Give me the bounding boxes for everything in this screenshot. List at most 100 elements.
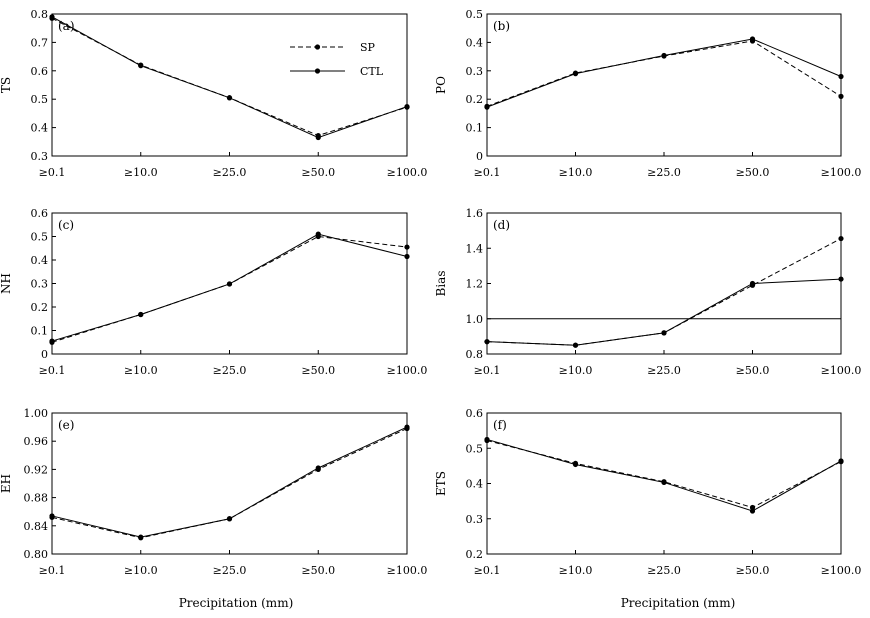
data-point-ctl xyxy=(315,465,321,471)
data-point-ctl xyxy=(484,436,490,443)
legend-label: SP xyxy=(360,41,376,54)
data-point-ctl xyxy=(572,342,579,348)
data-point-ctl xyxy=(838,73,844,80)
series-line-sp xyxy=(51,428,408,539)
x-tick-label: ≥50.0 xyxy=(301,364,335,377)
y-tick-label: 0.1 xyxy=(466,122,484,135)
data-point-ctl xyxy=(661,479,667,486)
y-tick-label: 0.7 xyxy=(31,36,49,49)
x-tick-label: ≥0.1 xyxy=(474,564,501,577)
y-tick-label: 0.3 xyxy=(31,150,49,163)
x-tick-label: ≥25.0 xyxy=(213,166,247,179)
data-point-ctl xyxy=(226,281,233,287)
y-tick-label: 0.84 xyxy=(24,520,49,533)
data-point-ctl xyxy=(838,458,844,464)
y-tick-label: 0.4 xyxy=(466,36,484,49)
legend: SP CTL xyxy=(290,41,384,78)
data-point-sp xyxy=(838,235,844,242)
y-tick-label: 0.5 xyxy=(31,231,49,244)
data-point-ctl xyxy=(315,134,321,141)
y-tick-label: 0.88 xyxy=(24,492,49,505)
x-tick-label: ≥0.1 xyxy=(39,564,66,577)
x-tick-label: ≥100.0 xyxy=(821,364,862,377)
data-point-ctl xyxy=(749,280,756,287)
panel-label: (f) xyxy=(493,418,507,432)
x-tick-label: ≥50.0 xyxy=(736,364,770,377)
y-tick-label: 0.5 xyxy=(466,442,484,455)
panel-label: (b) xyxy=(493,19,510,33)
y-tick-label: 0.5 xyxy=(31,93,49,106)
data-point-ctl xyxy=(138,63,144,69)
data-point-ctl xyxy=(49,14,55,20)
x-tick-label: ≥0.1 xyxy=(39,364,66,377)
x-tick-label: ≥25.0 xyxy=(213,564,247,577)
x-axis-label-right: Precipitation (mm) xyxy=(621,596,736,610)
data-point-ctl xyxy=(49,338,55,344)
y-tick-label: 0.6 xyxy=(31,65,49,78)
data-point-ctl xyxy=(404,103,410,110)
x-tick-label: ≥25.0 xyxy=(647,364,681,377)
y-tick-label: 0.2 xyxy=(31,301,49,314)
y-tick-label: 0.3 xyxy=(466,65,484,78)
y-axis-label: TS xyxy=(0,77,13,93)
plot-frame xyxy=(51,412,408,555)
y-tick-label: 0.4 xyxy=(31,254,49,267)
x-tick-label: ≥0.1 xyxy=(39,166,66,179)
x-tick-label: ≥50.0 xyxy=(736,166,770,179)
x-tick-label: ≥100.0 xyxy=(387,564,428,577)
data-point-ctl xyxy=(661,330,667,336)
data-point-ctl xyxy=(484,339,490,345)
y-axis-label: PO xyxy=(434,76,448,94)
panel-label: (e) xyxy=(58,418,74,432)
chart-panel-3: 0.8 1.0 1.2 1.4 1.6 ≥0.1 ≥10.0 ≥25.0 ≥50.0 ≥100.0… xyxy=(434,207,861,377)
y-axis-label: ETS xyxy=(434,471,448,496)
y-tick-label: 0.3 xyxy=(31,278,49,291)
plot-frame xyxy=(486,13,842,157)
series-line-ctl xyxy=(486,438,842,512)
x-tick-label: ≥0.1 xyxy=(474,364,501,377)
x-tick-label: ≥50.0 xyxy=(301,564,335,577)
panel-label: (d) xyxy=(493,218,510,232)
series-line-sp xyxy=(486,238,842,346)
y-axis-label: EH xyxy=(0,474,13,493)
legend-marker xyxy=(314,44,321,50)
plot-frame xyxy=(51,13,408,157)
chart-panel-4: 0.80 0.84 0.88 0.92 0.96 1.00 ≥0.1 ≥10.0 ≥25.0 ≥5… xyxy=(0,407,427,577)
x-tick-label: ≥10.0 xyxy=(124,564,158,577)
data-point-sp xyxy=(838,93,844,99)
y-tick-label: 0.4 xyxy=(466,478,484,491)
series-line-ctl xyxy=(51,233,408,342)
data-point-ctl xyxy=(226,95,233,101)
y-tick-label: 0.1 xyxy=(31,325,49,338)
y-tick-label: 1.4 xyxy=(466,242,484,255)
data-point-ctl xyxy=(404,424,410,430)
panel-label: (c) xyxy=(58,218,74,232)
y-tick-label: 0 xyxy=(41,348,48,361)
data-point-ctl xyxy=(838,276,844,282)
x-tick-label: ≥50.0 xyxy=(736,564,770,577)
y-tick-label: 0.8 xyxy=(31,8,49,21)
data-point-ctl xyxy=(49,513,55,519)
series-line-sp xyxy=(486,40,842,107)
x-tick-label: ≥25.0 xyxy=(213,364,247,377)
legend-label: CTL xyxy=(360,65,384,78)
series-line-ctl xyxy=(51,16,408,139)
data-point-ctl xyxy=(138,534,144,540)
y-tick-label: 0.6 xyxy=(31,207,49,220)
data-point-ctl xyxy=(749,508,756,514)
data-point-ctl xyxy=(661,52,667,59)
data-point-sp xyxy=(404,244,410,250)
y-tick-label: 1.00 xyxy=(24,407,49,420)
y-tick-label: 1.0 xyxy=(466,313,484,326)
data-point-ctl xyxy=(404,253,410,260)
data-point-ctl xyxy=(749,36,756,42)
y-tick-label: 0.6 xyxy=(466,407,484,420)
y-tick-label: 0.5 xyxy=(466,8,484,21)
x-tick-label: ≥10.0 xyxy=(559,166,593,179)
x-tick-label: ≥10.0 xyxy=(559,564,593,577)
y-axis-label: Bias xyxy=(434,271,448,297)
x-tick-label: ≥100.0 xyxy=(821,166,862,179)
x-tick-label: ≥25.0 xyxy=(647,166,681,179)
chart-panel-5: 0.2 0.3 0.4 0.5 0.6 ≥0.1 ≥10.0 ≥25.0 ≥50.0 ≥100.0… xyxy=(434,407,861,577)
